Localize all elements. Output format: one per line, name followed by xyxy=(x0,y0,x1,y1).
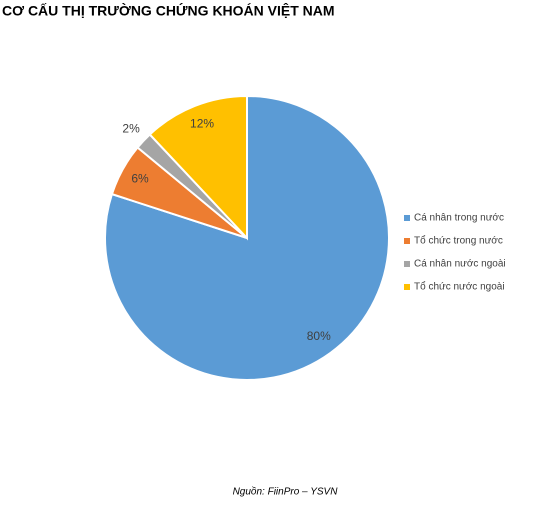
chart-title: CƠ CẤU THỊ TRƯỜNG CHỨNG KHOÁN VIỆT NAM xyxy=(2,2,335,19)
legend-label: Tổ chức nước ngoài xyxy=(414,281,505,293)
legend-label: Cá nhân trong nước xyxy=(414,213,504,224)
pie-slice xyxy=(148,94,248,241)
legend-swatch xyxy=(404,261,410,267)
legend-label: Cá nhân nước ngoài xyxy=(414,259,506,270)
legend-swatch xyxy=(404,238,410,244)
data-label: 80% xyxy=(307,329,331,343)
source-note: Nguồn: FiinPro – YSVN xyxy=(233,486,339,498)
legend-swatch xyxy=(404,215,410,221)
legend-label: Tổ chức trong nước xyxy=(414,235,503,247)
legend-swatch xyxy=(404,284,410,290)
data-label: 6% xyxy=(131,171,149,185)
data-label: 12% xyxy=(190,117,214,131)
data-label: 2% xyxy=(122,121,140,135)
